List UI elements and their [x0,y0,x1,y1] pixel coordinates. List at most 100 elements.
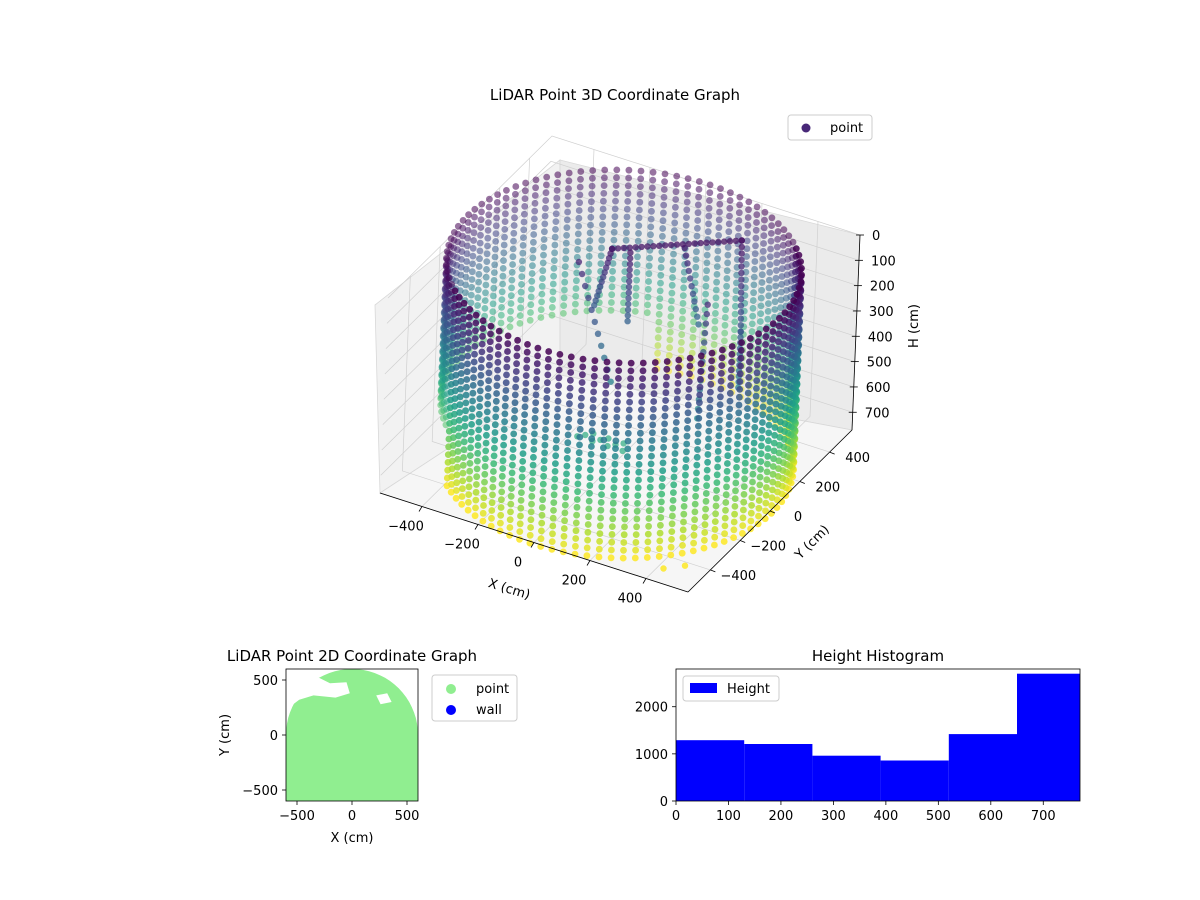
data-point [608,523,616,530]
data-point [462,281,470,289]
data-point [578,386,586,394]
data-point [663,373,670,381]
data-point [697,352,705,360]
data-point [463,265,470,273]
data-point [482,447,490,455]
data-point [610,484,618,491]
data-point [476,239,484,247]
data-point [449,457,456,465]
data-point [467,299,475,307]
data-point [752,392,760,400]
grid-line-y [431,246,741,541]
data-point [492,222,500,230]
data-point [670,489,677,496]
data-point [527,293,535,301]
y-tick-mark [740,540,746,543]
data-point [737,354,745,362]
data-point [510,229,518,237]
data-point [751,416,759,423]
data-point [744,397,752,405]
histogram-x-tick-label: 400 [873,809,898,824]
point-cloud [437,166,805,572]
data-point [577,418,584,425]
data-point [661,404,669,412]
data-point [712,302,720,309]
data-point [742,444,750,451]
data-point [493,382,501,390]
data-point [508,485,515,492]
data-point [497,504,505,511]
data-point [667,320,674,328]
data-point [774,220,782,228]
data-point [470,229,478,237]
data-point [728,343,736,350]
data-point [680,518,687,526]
data-point [449,449,457,457]
data-point [498,296,506,303]
data-point [448,481,455,488]
data-point [561,286,568,294]
data-point [660,443,667,451]
data-point [738,263,745,270]
data-point [469,382,477,389]
data-point [548,304,556,311]
data-point [626,383,634,390]
data-point [737,308,745,316]
z-tick-label: 500 [867,356,892,371]
data-point [774,488,781,496]
data-point [572,292,580,300]
data-point [650,390,658,398]
histogram-x-tick-label: 200 [769,809,794,824]
data-point [486,346,494,353]
data-point [516,528,524,535]
data-point [738,243,745,251]
data-point [499,449,507,457]
data-point [623,461,631,468]
data-point [611,453,619,460]
data-point [479,332,486,340]
data-point [624,312,631,319]
data-point [470,358,478,366]
data-point [578,270,586,278]
data-point [625,422,632,429]
data-point [663,358,671,365]
data-point [471,335,479,342]
data-point [531,430,538,438]
data-point [598,475,606,483]
data-point [732,295,740,302]
data-point [611,221,618,228]
data-point [707,388,714,396]
data-point [673,411,680,418]
data-point [625,166,633,174]
data-point [475,278,482,286]
data-point [631,308,639,315]
x-tick-mark [418,506,423,512]
data-point [667,543,675,551]
data-point [455,301,463,309]
data-point [706,197,713,204]
data-point [524,341,531,348]
data-point [600,182,608,190]
data-point [563,462,571,470]
data-point [759,419,766,426]
data-point [691,516,698,524]
data-point [456,409,463,416]
data-point [622,237,630,244]
data-point [671,458,679,465]
data-point [656,303,663,310]
data-point [613,166,621,174]
data-point [543,387,551,394]
data-point [781,317,788,324]
data-point [695,422,702,430]
data-point [471,205,479,213]
data-point [702,290,709,298]
data-point [760,387,768,395]
data-point [691,298,698,305]
data-point [750,447,758,455]
data-point [635,461,643,468]
data-point [576,433,584,441]
data-point [696,391,704,399]
data-point [644,293,652,301]
data-point [577,410,585,418]
data-point [681,487,689,495]
